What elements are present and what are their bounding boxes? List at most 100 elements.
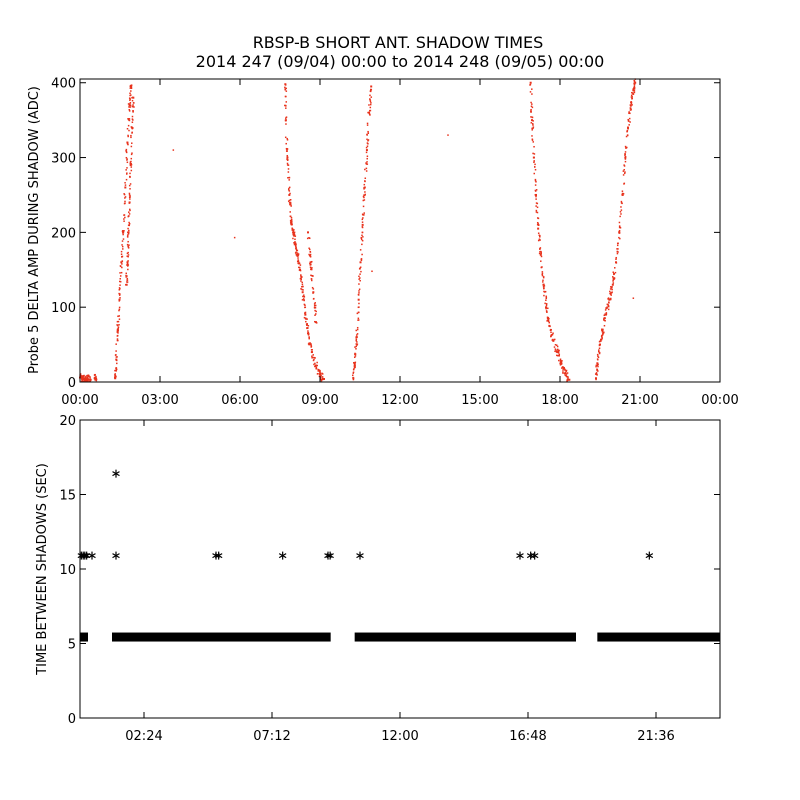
data-point [612,276,614,278]
bottom-y-tick-label: 20 [59,414,76,429]
data-point [131,126,133,129]
data-point [131,99,134,102]
data-point [595,364,598,367]
data-point [531,103,533,105]
data-point [121,245,124,248]
data-point [595,378,597,381]
data-point [625,147,627,149]
data-point [366,155,369,158]
data-point [352,378,355,381]
data-point [360,270,362,273]
data-point [128,104,131,107]
data-point [546,311,548,313]
data-point [125,169,127,171]
data-point [306,318,308,320]
data-point [550,329,552,331]
data-point [357,293,360,296]
data-point [285,147,288,150]
data-point [626,134,629,137]
data-point [303,303,306,306]
data-point [556,348,559,351]
data-point [598,347,601,350]
data-point [127,240,129,243]
data-point [544,291,546,293]
data-point [624,160,627,163]
data-point [285,87,287,90]
data-point [601,331,604,333]
data-point [533,153,536,155]
data-point [545,310,548,312]
data-point [118,300,121,302]
data-point [311,357,313,359]
data-point [358,283,360,285]
data-point [120,271,123,274]
data-point [530,111,532,113]
data-point [127,118,129,120]
data-point [127,265,129,267]
data-point [604,320,606,322]
data-point [314,362,316,365]
top-plot-frame [79,78,721,383]
data-point [311,274,313,277]
data-point [117,332,119,334]
data-point [615,261,617,264]
data-point [129,103,131,105]
data-point [352,371,355,373]
data-point [294,245,297,247]
data-point [562,371,564,373]
data-point [564,372,567,375]
data-point [287,189,290,191]
data-point [353,365,356,367]
data-point [124,182,126,184]
data-point [293,234,296,236]
top-x-tick-label: 00:00 [701,393,738,408]
data-point [357,317,360,320]
data-point [366,161,368,163]
data-point [127,264,130,266]
data-point [286,150,288,152]
data-point [308,337,310,339]
data-point [303,294,305,296]
data-point [131,118,134,120]
data-point [302,295,304,298]
data-point [88,551,96,560]
data-point [288,201,291,204]
data-point [127,231,130,234]
data-point [633,83,636,85]
data-point [285,123,287,125]
data-point [550,331,552,334]
data-point [363,199,366,201]
data-point [558,355,560,357]
data-point [353,356,356,359]
data-point [626,130,628,133]
data-point [624,156,627,159]
data-point [356,328,359,331]
data-point [288,187,290,190]
data-point [127,268,129,271]
data-point [369,100,372,103]
data-point [357,298,360,301]
data-point [290,222,293,225]
data-point [315,367,318,370]
data-point [88,374,90,377]
data-point [612,271,614,274]
data-point [596,368,598,371]
data-point [320,379,323,382]
data-point [623,164,625,166]
data-point [311,349,313,351]
data-point [531,116,534,119]
data-point [617,242,619,245]
data-point [604,309,607,311]
data-point [321,377,324,380]
data-point [308,236,310,239]
data-point [353,362,356,365]
data-point [367,140,369,142]
data-point [119,297,121,299]
data-point [321,372,323,375]
data-point [367,143,369,145]
data-point [127,260,129,262]
data-point [128,192,131,195]
data-point [302,289,304,291]
data-point [364,191,366,193]
data-point [132,96,135,99]
